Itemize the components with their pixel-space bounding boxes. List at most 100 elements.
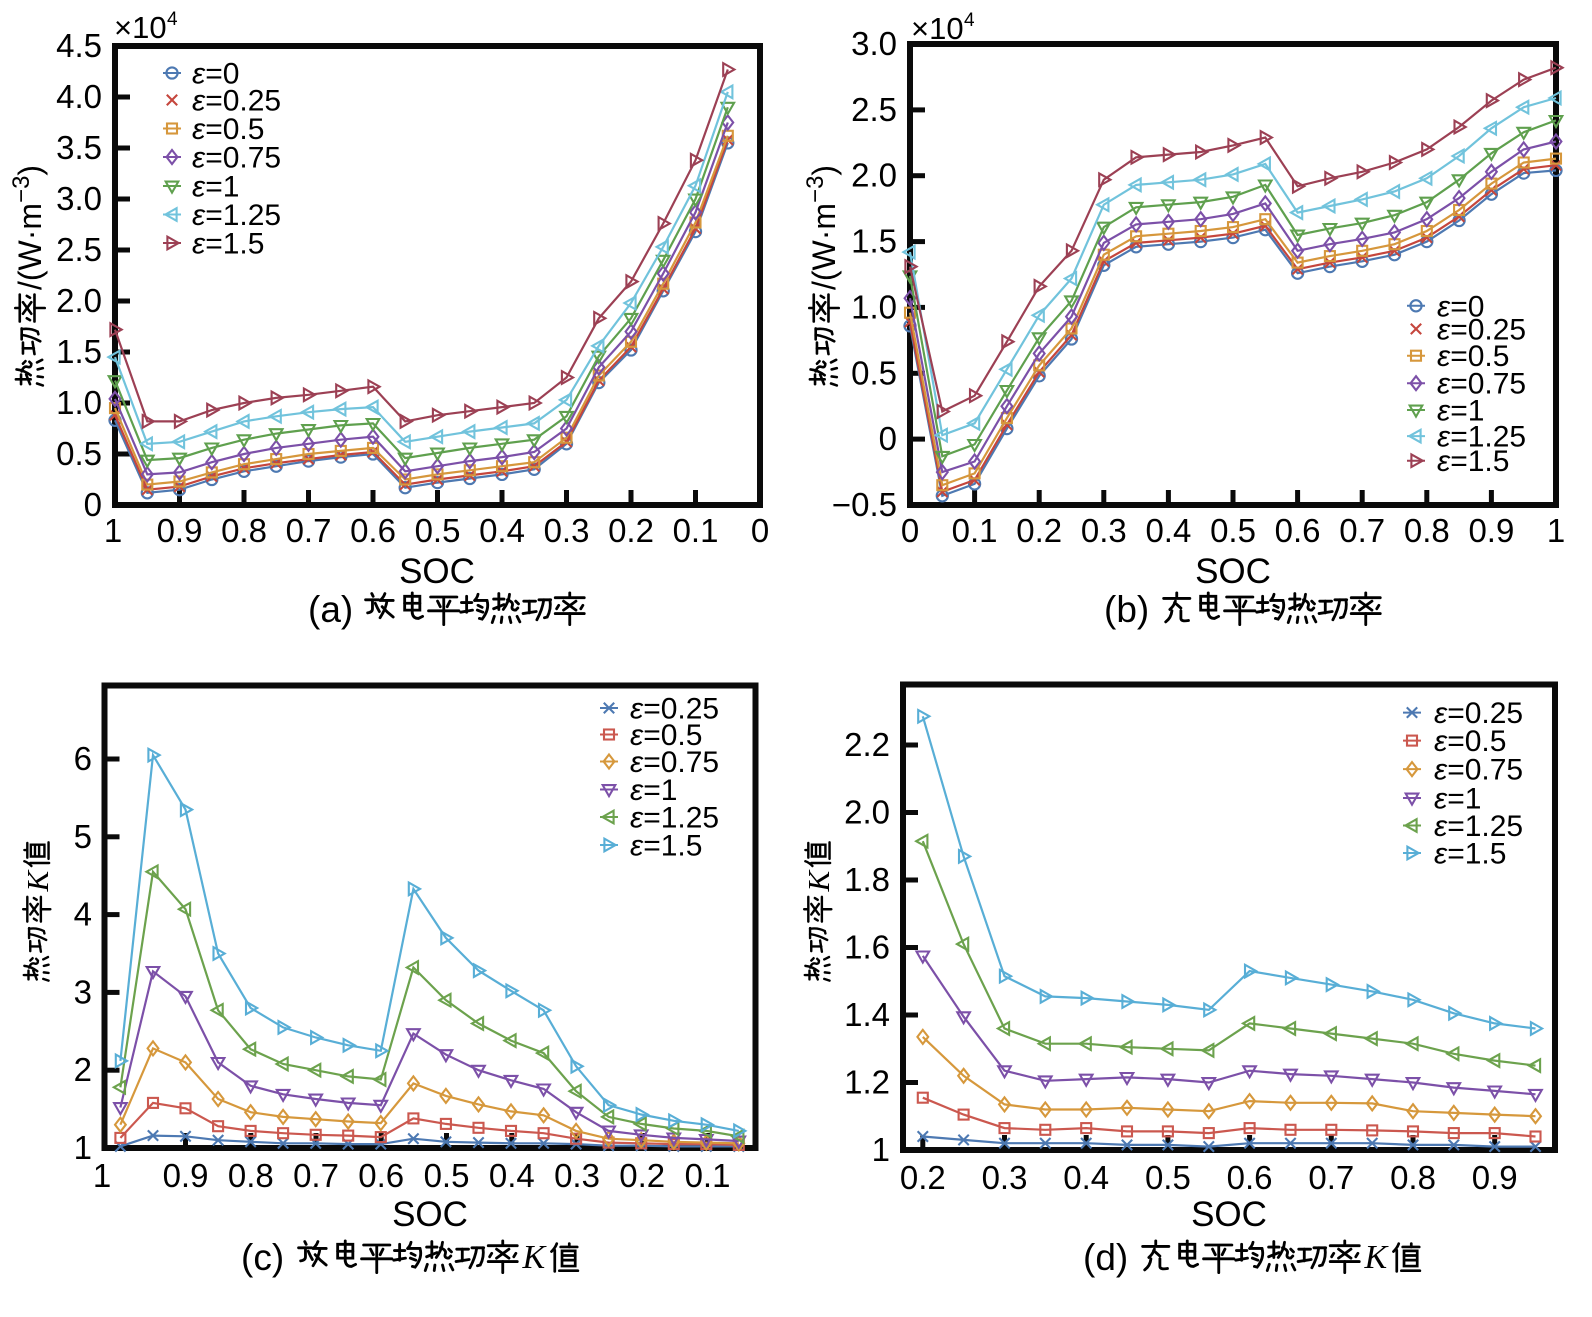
svg-text:ε=1.5: ε=1.5 [630,830,702,863]
svg-text:0.6: 0.6 [358,1157,404,1194]
svg-text:2.5: 2.5 [851,91,897,128]
svg-text:0.3: 0.3 [1081,512,1127,549]
svg-text:1.8: 1.8 [844,861,890,898]
svg-text:ε=0.75: ε=0.75 [1437,368,1526,401]
svg-text:(d): (d) [1083,1237,1128,1278]
svg-text:2.5: 2.5 [56,231,102,268]
svg-text:0.8: 0.8 [1390,1159,1436,1196]
svg-text:ε=1: ε=1 [192,171,239,204]
svg-text:2.0: 2.0 [851,157,897,194]
svg-text:0.5: 0.5 [851,354,897,391]
svg-text:0.3: 0.3 [544,512,590,549]
svg-text:0.1: 0.1 [685,1157,731,1194]
svg-text:0.6: 0.6 [350,512,396,549]
svg-text:3: 3 [74,973,92,1010]
svg-text:ε=0.5: ε=0.5 [630,719,702,752]
svg-text:0.5: 0.5 [56,435,102,472]
svg-text:3.5: 3.5 [56,129,102,166]
svg-text:0.8: 0.8 [1404,512,1450,549]
svg-text:0.9: 0.9 [157,512,203,549]
svg-text:ε=1.25: ε=1.25 [1437,421,1526,454]
svg-text:1.5: 1.5 [851,223,897,260]
svg-text:ε=0.25: ε=0.25 [1434,697,1523,730]
svg-text:0.5: 0.5 [1145,1159,1191,1196]
svg-text:4: 4 [167,9,178,30]
svg-text:0.4: 0.4 [489,1157,535,1194]
svg-text:1: 1 [74,1129,92,1166]
svg-text:0.5: 0.5 [1210,512,1256,549]
svg-text:0.1: 0.1 [952,512,998,549]
svg-text:0.7: 0.7 [293,1157,339,1194]
svg-text:0.2: 0.2 [608,512,654,549]
svg-text:SOC: SOC [392,1195,468,1234]
svg-text:1: 1 [93,1157,111,1194]
svg-text:0: 0 [84,486,102,523]
svg-text:ε=1: ε=1 [1434,783,1481,816]
svg-text:ε=1.25: ε=1.25 [1434,810,1523,843]
svg-text:0.9: 0.9 [1472,1159,1518,1196]
svg-text:0.4: 0.4 [479,512,525,549]
svg-text:0.9: 0.9 [163,1157,209,1194]
svg-text:4.0: 4.0 [56,78,102,115]
svg-text:4: 4 [964,10,975,31]
svg-text:0.8: 0.8 [221,512,267,549]
svg-text:1.4: 1.4 [844,996,890,1033]
svg-text:K: K [20,869,55,893]
svg-text:0.4: 0.4 [1063,1159,1109,1196]
svg-text:ε=1.25: ε=1.25 [630,802,719,835]
svg-text:1: 1 [1547,512,1565,549]
svg-text:0.2: 0.2 [1016,512,1062,549]
svg-text:6: 6 [74,740,92,777]
svg-text:0.5: 0.5 [424,1157,470,1194]
svg-text:×10: ×10 [114,10,167,45]
svg-text:SOC: SOC [399,552,475,591]
svg-text:1.0: 1.0 [851,288,897,325]
svg-text:ε=1.5: ε=1.5 [192,228,264,261]
svg-text:0.7: 0.7 [286,512,332,549]
svg-text:3.0: 3.0 [851,25,897,62]
svg-text:1.2: 1.2 [844,1064,890,1101]
svg-text:ε=0.25: ε=0.25 [1437,313,1526,346]
svg-text:ε=1.5: ε=1.5 [1437,445,1509,478]
svg-text:ε=1: ε=1 [1437,395,1484,428]
svg-text:−0.5: −0.5 [832,486,897,523]
svg-text:0.5: 0.5 [415,512,461,549]
svg-text:ε=0.75: ε=0.75 [630,746,719,779]
svg-text:0: 0 [879,420,897,457]
svg-text:2.2: 2.2 [844,726,890,763]
svg-text:K: K [801,869,836,893]
svg-text:K: K [1364,1239,1390,1276]
svg-text:0.7: 0.7 [1339,512,1385,549]
svg-text:2.0: 2.0 [56,282,102,319]
svg-text:ε=0.5: ε=0.5 [192,113,264,146]
svg-text:1.5: 1.5 [56,333,102,370]
svg-text:0.3: 0.3 [554,1157,600,1194]
svg-text:4: 4 [74,896,92,933]
svg-text:4.5: 4.5 [56,27,102,64]
svg-text:SOC: SOC [1191,1195,1267,1234]
svg-text:(a): (a) [308,589,353,630]
svg-text:0.1: 0.1 [673,512,719,549]
svg-text:K: K [522,1239,548,1276]
svg-text:ε=0: ε=0 [1437,290,1484,323]
svg-text:0.9: 0.9 [1468,512,1514,549]
svg-text:ε=1.25: ε=1.25 [192,199,281,232]
svg-text:ε=0.75: ε=0.75 [1434,754,1523,787]
svg-text:0.4: 0.4 [1145,512,1191,549]
svg-text:0.6: 0.6 [1275,512,1321,549]
svg-text:0: 0 [751,512,769,549]
svg-text:0: 0 [901,512,919,549]
svg-text:0.6: 0.6 [1227,1159,1273,1196]
svg-text:0.8: 0.8 [228,1157,274,1194]
svg-text:0.7: 0.7 [1308,1159,1354,1196]
svg-text:1.6: 1.6 [844,929,890,966]
svg-text:0.2: 0.2 [900,1159,946,1196]
svg-text:2.0: 2.0 [844,794,890,831]
svg-text:(c): (c) [241,1237,284,1278]
svg-text:×10: ×10 [911,11,964,46]
svg-text:0.3: 0.3 [982,1159,1028,1196]
svg-text:3.0: 3.0 [56,180,102,217]
svg-text:2: 2 [74,1051,92,1088]
svg-text:1.0: 1.0 [56,384,102,421]
svg-text:5: 5 [74,818,92,855]
